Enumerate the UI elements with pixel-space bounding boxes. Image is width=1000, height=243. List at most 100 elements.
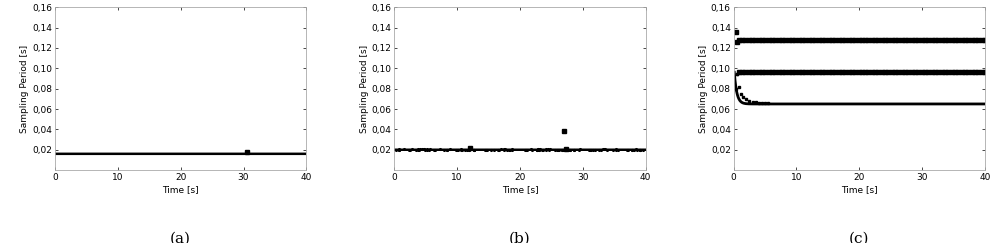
- Point: [632, 148, 648, 151]
- Point: [519, 148, 535, 152]
- Point: [530, 148, 546, 151]
- Point: [596, 147, 612, 151]
- Point: [504, 147, 520, 151]
- Point: [558, 148, 574, 152]
- Point: [620, 148, 636, 152]
- Point: [531, 148, 547, 152]
- Point: [571, 148, 587, 152]
- Point: [619, 148, 635, 152]
- Point: [585, 148, 601, 152]
- Point: [391, 148, 407, 152]
- Point: [517, 148, 533, 152]
- Point: [401, 148, 417, 152]
- Point: [426, 148, 442, 152]
- Point: [499, 148, 515, 152]
- Point: [524, 148, 540, 152]
- Point: [624, 148, 640, 152]
- Point: [538, 148, 554, 152]
- Point: [491, 148, 507, 151]
- Point: [404, 148, 420, 151]
- Point: [411, 148, 427, 152]
- Point: [432, 148, 448, 151]
- Point: [608, 148, 624, 151]
- Point: [461, 148, 477, 152]
- Point: [408, 148, 424, 152]
- Point: [459, 148, 475, 152]
- Text: (b): (b): [509, 232, 531, 243]
- Point: [417, 148, 433, 152]
- Point: [410, 147, 426, 151]
- Y-axis label: Sampling Period [s]: Sampling Period [s]: [360, 45, 369, 133]
- Point: [562, 148, 578, 151]
- Point: [453, 148, 469, 151]
- Point: [529, 148, 545, 152]
- Point: [591, 148, 607, 152]
- Point: [629, 148, 645, 152]
- Point: [414, 147, 430, 151]
- Point: [501, 148, 517, 152]
- Point: [421, 148, 437, 151]
- Y-axis label: Sampling Period [s]: Sampling Period [s]: [699, 45, 708, 133]
- Point: [531, 148, 547, 152]
- Point: [439, 148, 455, 152]
- Point: [626, 148, 642, 152]
- Point: [542, 148, 558, 151]
- Point: [554, 148, 570, 152]
- Point: [518, 148, 534, 152]
- Point: [608, 148, 624, 151]
- Point: [486, 148, 502, 152]
- Point: [490, 148, 506, 152]
- Point: [557, 148, 573, 152]
- Point: [560, 148, 576, 152]
- Point: [595, 148, 611, 151]
- Point: [483, 148, 499, 152]
- Point: [466, 148, 482, 152]
- Point: [551, 148, 567, 152]
- Point: [427, 148, 443, 151]
- Point: [391, 147, 407, 151]
- Point: [419, 147, 435, 151]
- Point: [496, 148, 512, 152]
- Point: [550, 148, 566, 151]
- Point: [593, 148, 609, 151]
- Point: [581, 148, 597, 152]
- Point: [450, 148, 466, 152]
- Point: [493, 147, 509, 151]
- Point: [599, 148, 615, 152]
- X-axis label: Time [s]: Time [s]: [841, 185, 878, 194]
- Point: [502, 148, 518, 152]
- Point: [449, 148, 465, 152]
- Point: [453, 147, 469, 151]
- Point: [402, 148, 418, 152]
- X-axis label: Time [s]: Time [s]: [162, 185, 199, 194]
- Point: [422, 148, 438, 151]
- Point: [628, 148, 644, 151]
- Point: [555, 148, 571, 152]
- Point: [436, 148, 452, 152]
- Point: [610, 148, 626, 151]
- Point: [439, 148, 455, 152]
- Point: [583, 148, 599, 152]
- Point: [416, 148, 432, 151]
- Point: [540, 148, 556, 151]
- Point: [572, 147, 588, 151]
- Point: [391, 148, 407, 152]
- Point: [562, 148, 578, 152]
- Point: [410, 148, 426, 152]
- Point: [457, 148, 473, 152]
- Point: [454, 148, 470, 152]
- Point: [497, 148, 513, 151]
- Point: [529, 148, 545, 152]
- Point: [597, 148, 613, 151]
- Point: [448, 148, 464, 152]
- Point: [534, 148, 550, 152]
- Point: [504, 148, 520, 152]
- Point: [538, 148, 554, 151]
- Point: [549, 148, 565, 152]
- Point: [566, 148, 582, 152]
- Point: [605, 148, 621, 152]
- Point: [530, 147, 546, 151]
- Point: [632, 148, 648, 152]
- Point: [523, 148, 539, 151]
- Point: [412, 147, 428, 151]
